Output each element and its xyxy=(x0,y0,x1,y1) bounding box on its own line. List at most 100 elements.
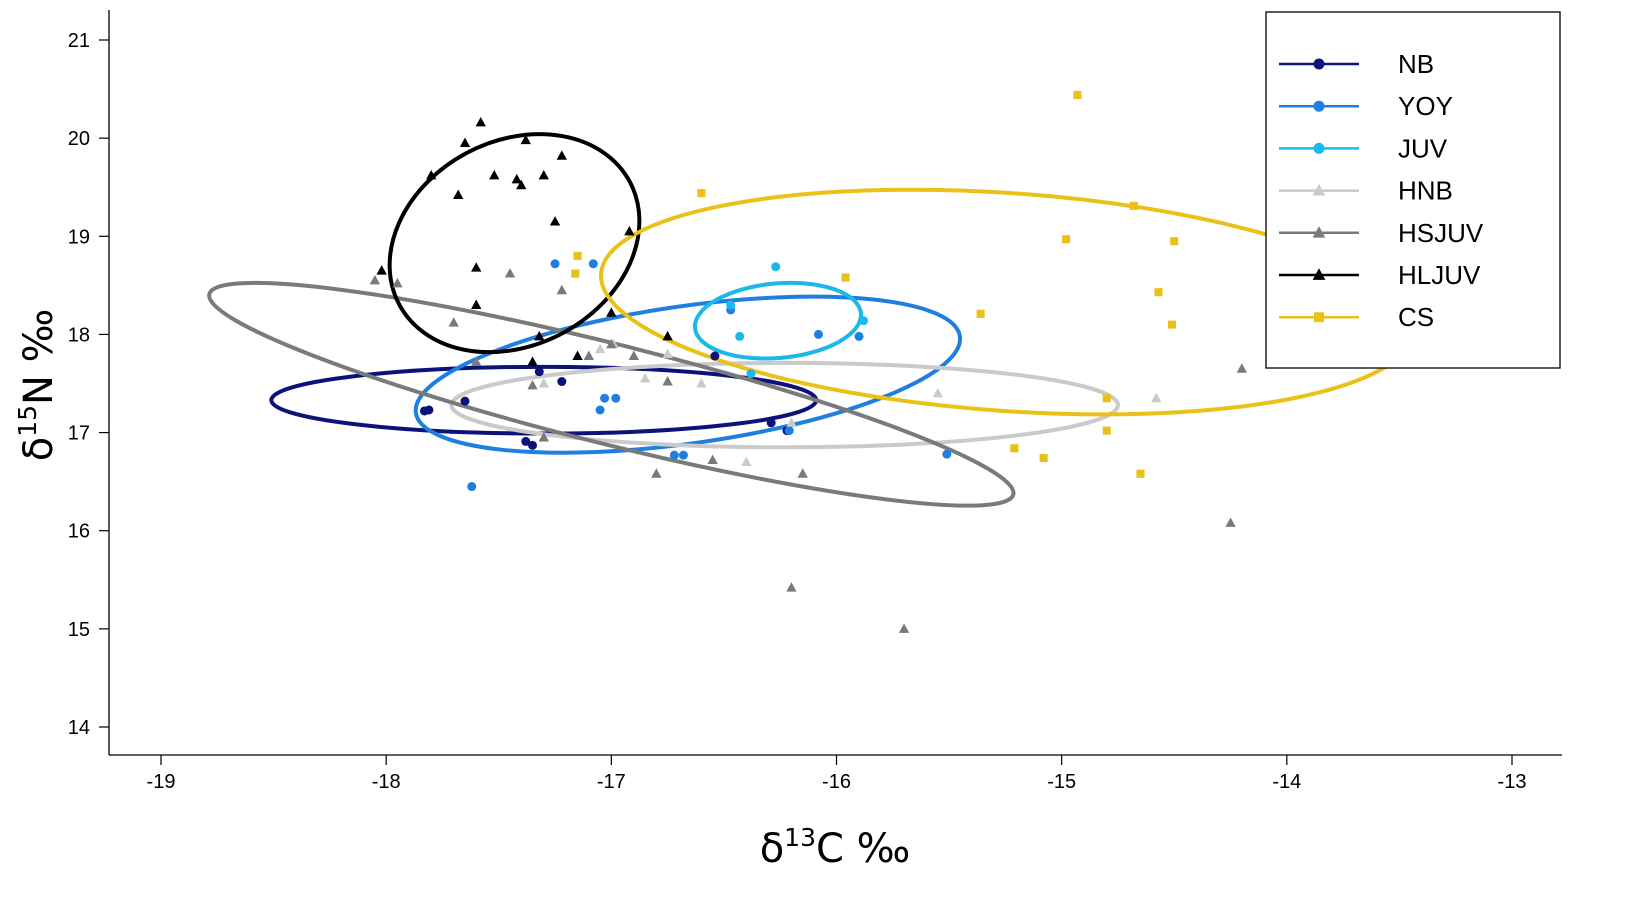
hnb-point xyxy=(639,373,651,383)
hsjuv-point xyxy=(606,338,617,349)
hsjuv-point xyxy=(797,468,808,478)
cs-point xyxy=(1039,454,1048,463)
yoy-point xyxy=(669,450,679,460)
cs-point xyxy=(1102,426,1111,435)
legend-marker-juv xyxy=(1313,142,1325,154)
yoy-point xyxy=(550,259,560,269)
cs-point xyxy=(1154,288,1163,297)
hnb-point xyxy=(594,343,606,354)
yoy-point xyxy=(678,450,688,460)
y-tick-label: 20 xyxy=(68,128,90,150)
yoy-point xyxy=(595,405,605,415)
hnb-point xyxy=(538,378,549,388)
hljuv-point xyxy=(549,216,561,226)
cs-point xyxy=(1136,469,1145,478)
legend-label-yoy: YOY xyxy=(1398,91,1453,121)
yoy-point xyxy=(784,426,794,436)
juv-point xyxy=(735,331,745,341)
nb-point xyxy=(424,405,434,415)
legend-marker-nb xyxy=(1313,58,1325,70)
x-tick-label: -17 xyxy=(597,771,626,793)
hsjuv-point xyxy=(527,379,538,390)
nb-point xyxy=(460,396,470,406)
juv-point xyxy=(746,369,756,379)
legend: NB YOY JUV HNB HSJUV HLJUV CS xyxy=(1265,11,1561,369)
hsjuv-point xyxy=(392,277,403,288)
hljuv-point xyxy=(606,307,617,317)
legend-marker-hljuv xyxy=(1312,268,1326,280)
hljuv-point xyxy=(459,137,471,148)
cs-point xyxy=(976,309,985,318)
yoy-ellipse xyxy=(413,294,963,455)
hljuv-point xyxy=(527,356,538,366)
juv-point xyxy=(771,262,781,272)
hljuv-point xyxy=(475,116,486,127)
y-tick-label: 21 xyxy=(68,30,90,52)
nb-point xyxy=(557,377,567,387)
hnb-point xyxy=(1151,392,1162,403)
hsjuv-point xyxy=(628,350,640,360)
nb-point xyxy=(528,440,538,450)
hsjuv-point xyxy=(369,274,381,285)
y-tick-label: 19 xyxy=(68,226,90,248)
nb-point xyxy=(766,418,776,428)
hljuv-ellipse xyxy=(387,132,642,355)
hnb-point xyxy=(741,456,752,466)
yoy-point xyxy=(813,329,823,339)
x-axis-title: δ13C ‰ xyxy=(760,823,911,872)
hsjuv-point xyxy=(504,268,516,278)
yoy-point xyxy=(467,482,477,492)
legend-marker-cs xyxy=(1314,312,1324,323)
nb-point xyxy=(534,367,544,377)
hsjuv-point xyxy=(448,317,459,327)
legend-marker-hsjuv xyxy=(1312,226,1326,238)
hljuv-point xyxy=(520,134,531,145)
yoy-point xyxy=(600,393,610,403)
hsjuv-point xyxy=(1225,517,1236,527)
hnb-point xyxy=(662,348,673,359)
cs-point xyxy=(573,251,582,260)
y-tick-label: 15 xyxy=(68,619,90,641)
hsjuv-point xyxy=(556,284,567,295)
hsjuv-point xyxy=(471,356,482,366)
yoy-point xyxy=(854,331,864,341)
hsjuv-ellipse xyxy=(207,280,1016,508)
legend-label-hljuv: HLJUV xyxy=(1398,260,1481,290)
hljuv-point xyxy=(662,330,673,341)
hsjuv-point xyxy=(898,623,910,633)
legend-label-nb: NB xyxy=(1398,49,1434,79)
hljuv-point xyxy=(534,330,545,341)
legend-items: NB YOY JUV HNB HSJUV HLJUV CS xyxy=(1279,49,1484,332)
hsjuv-point xyxy=(707,454,718,465)
hnb-point xyxy=(932,387,943,398)
point-layer xyxy=(369,90,1247,633)
hsjuv-point xyxy=(786,582,797,592)
hsjuv-point xyxy=(662,376,673,386)
legend-marker-hnb xyxy=(1312,183,1326,196)
hnb-point xyxy=(696,378,707,388)
legend-marker-yoy xyxy=(1313,100,1325,112)
hljuv-point xyxy=(471,299,482,309)
juv-point xyxy=(726,300,736,310)
legend-label-hsjuv: HSJUV xyxy=(1398,218,1484,248)
cs-point xyxy=(1010,444,1019,453)
cs-point xyxy=(841,273,850,282)
cs-point xyxy=(1073,90,1082,100)
x-tick-label: -15 xyxy=(1047,771,1076,793)
cs-point xyxy=(1102,394,1111,403)
y-tick-label: 14 xyxy=(68,717,90,739)
hljuv-point xyxy=(471,262,482,272)
x-tick-label: -13 xyxy=(1498,771,1527,793)
yoy-point xyxy=(942,449,952,459)
cs-point xyxy=(571,269,580,278)
x-tick-label: -14 xyxy=(1272,771,1301,793)
juv-ellipse xyxy=(692,280,864,361)
x-tick-label: -19 xyxy=(147,771,176,793)
x-tick-label: -16 xyxy=(822,771,851,793)
legend-label-hnb: HNB xyxy=(1398,176,1453,206)
hljuv-point xyxy=(453,189,464,200)
ellipse-layer xyxy=(207,132,1417,508)
y-tick-label: 16 xyxy=(68,521,90,543)
legend-label-juv: JUV xyxy=(1398,133,1448,163)
